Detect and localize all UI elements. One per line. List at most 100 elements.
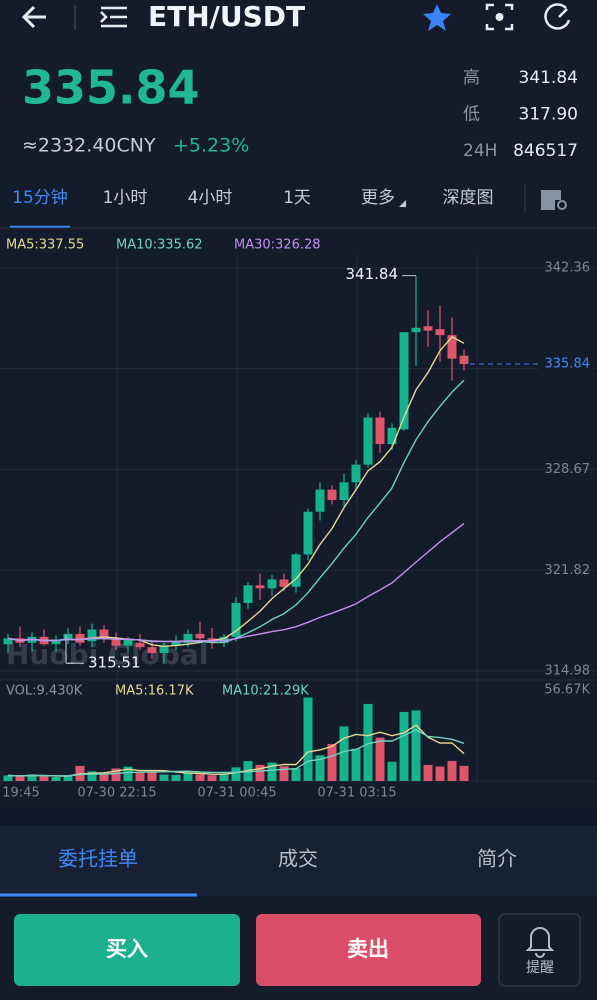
ma-legend: MA10:335.62 [116, 238, 203, 253]
candle-body [159, 645, 169, 654]
volume-bar [3, 775, 13, 781]
volume-bar [183, 772, 193, 781]
volume-bar [231, 767, 241, 781]
candle-body [99, 629, 109, 639]
volume-bar [111, 768, 121, 781]
bottom-tab[interactable]: 委托挂单 [58, 847, 138, 871]
interval-tab[interactable]: 15分钟 [12, 188, 68, 208]
candle-body [267, 579, 277, 589]
candle-body [87, 629, 97, 642]
bottom-tab[interactable]: 简介 [477, 847, 517, 871]
candle-body [375, 417, 385, 445]
settings-icon[interactable] [541, 190, 561, 210]
volume-bar [339, 726, 349, 781]
sell-label: 卖出 [347, 937, 389, 961]
buy-button[interactable] [14, 914, 240, 986]
ma-legend: MA30:326.28 [234, 238, 321, 253]
change-percent: +5.23% [173, 135, 249, 157]
vol-legend: VOL:9.430K [6, 684, 83, 699]
cny-price: ≈2332.40CNY [22, 135, 156, 157]
volume-bar [459, 765, 469, 781]
vol-tick-label: 56.67K [544, 683, 590, 698]
volume-bar [375, 737, 385, 781]
candle-body [363, 417, 373, 465]
last-price: 335.84 [22, 61, 200, 115]
interval-tab[interactable]: 1天 [283, 188, 311, 208]
alert-button[interactable] [498, 913, 581, 987]
refresh-button[interactable] [544, 3, 571, 30]
stat-value: 341.84 [519, 68, 578, 88]
favorite-star[interactable] [423, 4, 451, 31]
volume-bar [51, 776, 61, 781]
candle-body [411, 327, 421, 333]
candle-body [399, 332, 409, 430]
candle-body [435, 329, 445, 336]
scan-button[interactable] [485, 3, 514, 31]
volume-bar [123, 766, 133, 781]
volume-bar [147, 771, 157, 781]
candle-body [135, 642, 145, 648]
volume-bar [27, 774, 37, 781]
volume-bar [195, 774, 205, 781]
candle-body [327, 489, 337, 500]
bell-icon [525, 927, 555, 958]
x-tick-label: 07-31 00:45 [197, 786, 276, 801]
candle-body [279, 579, 289, 587]
x-tick-label: 07-31 03:15 [317, 786, 396, 801]
ma30-line [7, 523, 465, 642]
candle-body [303, 511, 313, 555]
tab-bar [0, 826, 597, 896]
candle-body [183, 633, 193, 643]
sell-button[interactable] [256, 914, 481, 986]
volume-bar [39, 776, 49, 781]
y-tick-label: 314.98 [545, 664, 591, 679]
stat-value: 317.90 [519, 105, 578, 125]
candle-body [3, 638, 13, 645]
candle-body [51, 639, 61, 645]
volume-bar [363, 703, 373, 781]
stat-label: 24H [463, 141, 497, 161]
last-price-tag [538, 354, 594, 373]
pair-title: ETH/USDT [148, 0, 305, 33]
volume-bar [303, 697, 313, 781]
candle-body [147, 647, 157, 654]
volume-bar [219, 774, 229, 781]
candle-body [195, 633, 205, 639]
y-tick-label: 328.67 [545, 462, 591, 477]
candle-body [231, 602, 241, 637]
candle-body [459, 355, 469, 364]
x-tick-label: 19:45 [2, 786, 39, 801]
interval-tab[interactable]: 4小时 [188, 188, 233, 208]
candle-body [219, 636, 229, 643]
spacer [0, 808, 597, 826]
bottom-tab[interactable]: 成交 [278, 847, 318, 871]
candle-body [123, 639, 133, 646]
interval-tab[interactable]: 深度图 [443, 188, 494, 208]
gear [557, 200, 567, 210]
stat-value: 846517 [513, 141, 578, 161]
volume-bar [135, 772, 145, 781]
last-price-label: 335.84 [545, 356, 591, 371]
volume-bar [207, 775, 217, 781]
volume-bar [327, 744, 337, 781]
interval-tab[interactable]: 更多 [361, 188, 395, 208]
candle-body [171, 641, 181, 646]
dropdown-arrow [399, 200, 406, 207]
alert-label: 提醒 [526, 960, 554, 976]
volume-bar [171, 774, 181, 781]
candle-body [75, 633, 85, 643]
vol-legend: MA5:16.17K [115, 684, 194, 699]
low-label: 315.51 [88, 654, 141, 672]
interval-tab[interactable]: 1小时 [103, 188, 148, 208]
menu-button[interactable] [100, 6, 127, 28]
back-button[interactable] [21, 5, 46, 29]
candle-body [111, 638, 121, 646]
volume-bar [279, 766, 289, 781]
volume-bar [255, 764, 265, 781]
candle-body [243, 585, 253, 603]
candle-body [255, 585, 265, 589]
y-tick-label: 321.82 [545, 563, 591, 578]
volume-bar [63, 775, 73, 781]
